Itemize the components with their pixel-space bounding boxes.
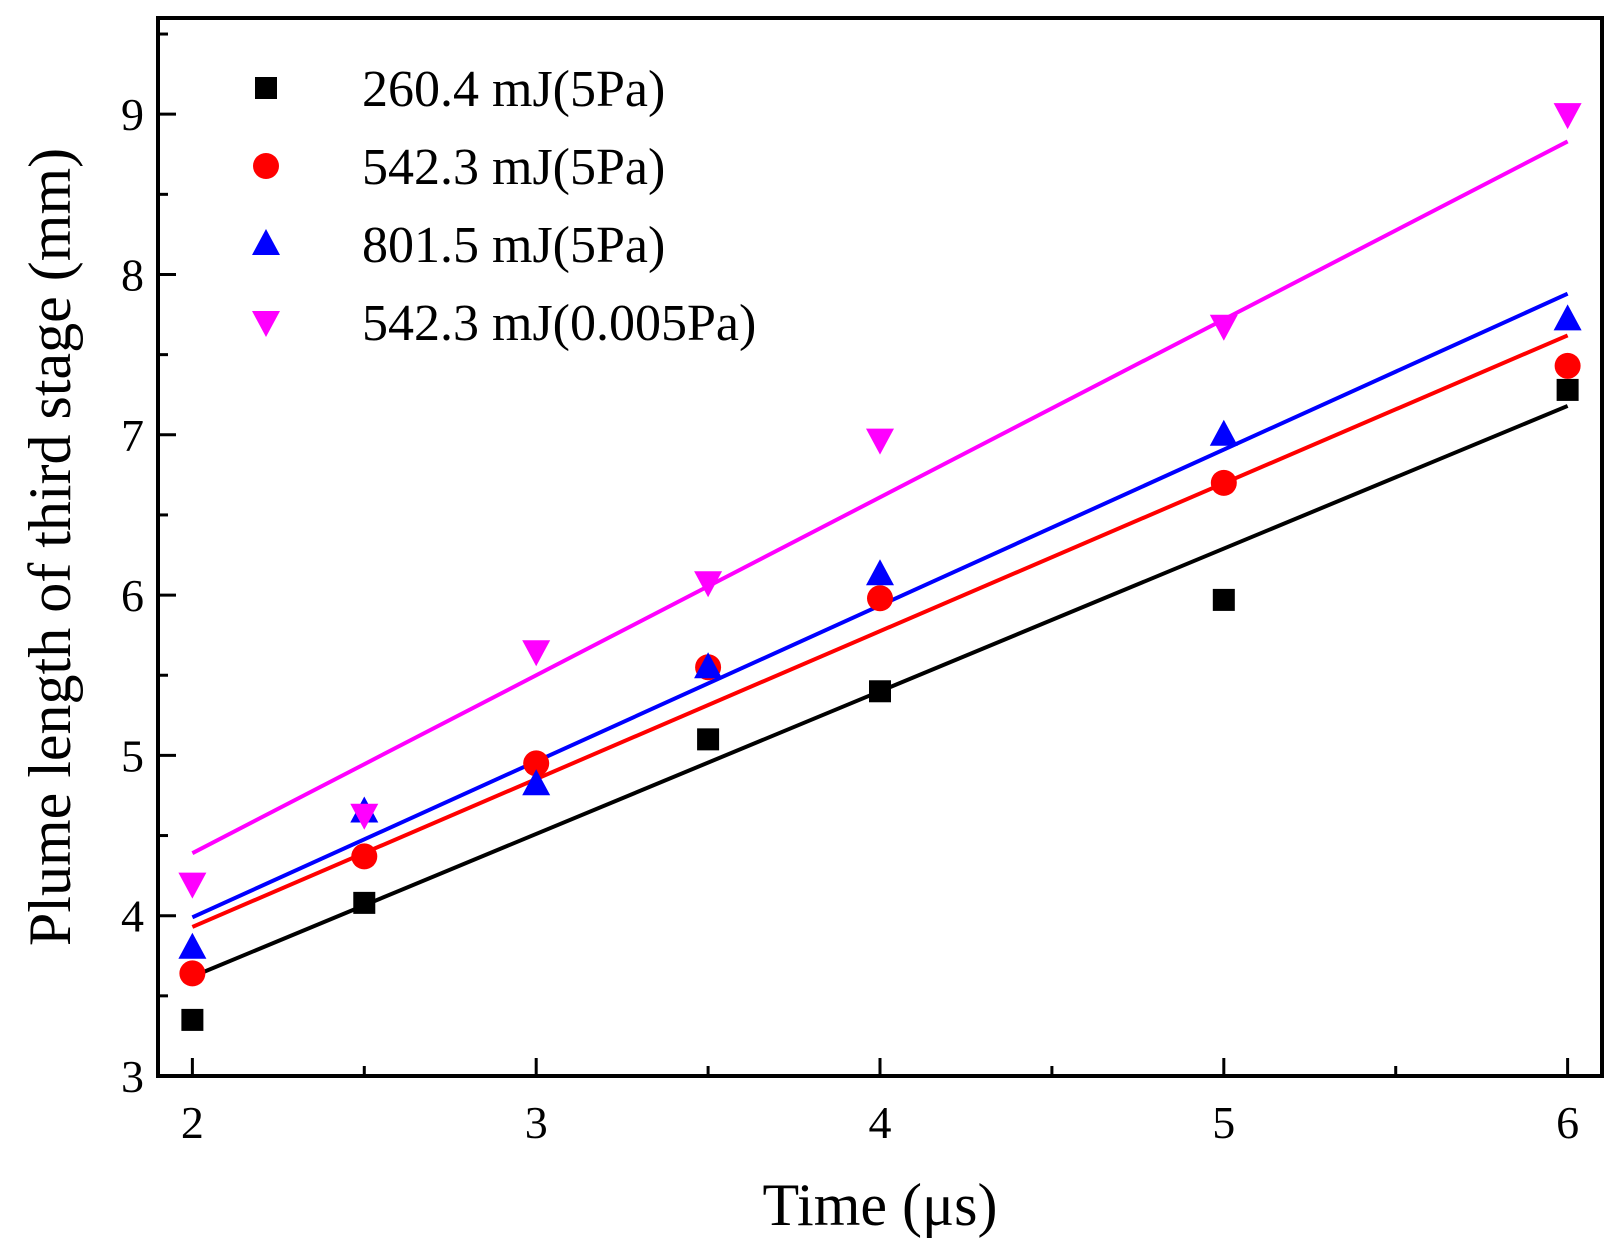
data-point [1553, 304, 1582, 331]
legend-marker [252, 229, 280, 255]
x-tick-label: 2 [181, 1097, 204, 1148]
legend-label: 542.3 mJ(0.005Pa) [362, 295, 756, 352]
data-point [351, 843, 378, 870]
legend-label: 260.4 mJ(5Pa) [362, 61, 665, 118]
x-tick-label: 5 [1212, 1097, 1235, 1148]
fit-line [191, 139, 1569, 855]
x-tick-label: 3 [525, 1097, 548, 1148]
legend-label: 542.3 mJ(5Pa) [362, 139, 665, 196]
data-point [350, 803, 379, 830]
data-points [178, 103, 1582, 1031]
y-tick-label: 3 [121, 1051, 144, 1102]
y-tick-label: 4 [121, 891, 144, 942]
data-point [1209, 314, 1238, 341]
data-point [1209, 419, 1238, 446]
data-point [178, 932, 207, 959]
data-point [869, 680, 891, 703]
data-point [867, 585, 893, 612]
data-point [866, 428, 894, 455]
data-point [178, 872, 207, 899]
data-point [1210, 469, 1237, 496]
data-point [694, 652, 723, 679]
fit-line [191, 333, 1569, 929]
data-point [694, 571, 723, 598]
y-tick-label: 9 [121, 89, 144, 140]
data-point [179, 960, 206, 987]
x-tick-label: 6 [1556, 1097, 1579, 1148]
data-point [181, 1008, 204, 1031]
y-tick-label: 8 [121, 249, 144, 300]
data-point [1554, 352, 1581, 379]
legend-label: 801.5 mJ(5Pa) [362, 217, 665, 274]
data-point [522, 640, 551, 667]
data-point [523, 750, 550, 777]
data-point [866, 559, 894, 586]
data-point [697, 728, 720, 751]
data-point [1212, 588, 1235, 611]
data-point [1556, 378, 1579, 401]
data-point [1553, 103, 1582, 130]
data-point [522, 769, 551, 796]
y-tick-label: 6 [121, 570, 144, 621]
y-axis-label: Plume length of third stage (mm) [17, 148, 83, 946]
legend-marker [252, 311, 280, 337]
x-tick-label: 4 [869, 1097, 892, 1148]
y-tick-label: 5 [121, 730, 144, 781]
legend: 260.4 mJ(5Pa) 542.3 mJ(5Pa) 801.5 mJ(5Pa) 5… [252, 61, 756, 352]
x-axis-label: Time (μs) [763, 1172, 998, 1238]
legend-marker [253, 153, 279, 179]
legend-marker [255, 77, 277, 99]
data-point [353, 891, 376, 914]
y-tick-label: 7 [121, 410, 144, 461]
